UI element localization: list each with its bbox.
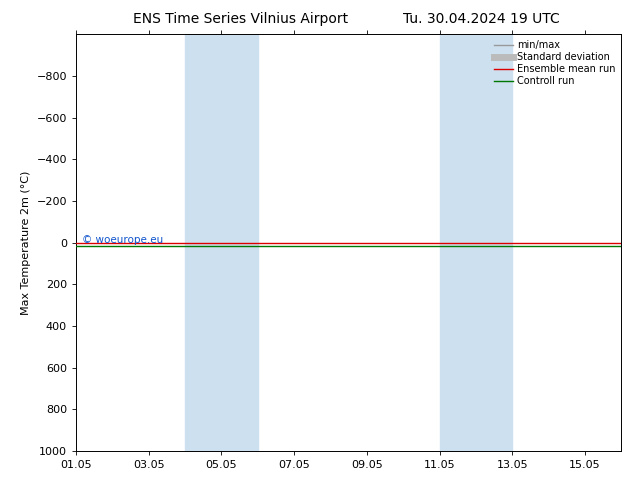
Text: ENS Time Series Vilnius Airport: ENS Time Series Vilnius Airport <box>133 12 349 26</box>
Y-axis label: Max Temperature 2m (°C): Max Temperature 2m (°C) <box>21 171 31 315</box>
Text: © woeurope.eu: © woeurope.eu <box>82 236 163 245</box>
Legend: min/max, Standard deviation, Ensemble mean run, Controll run: min/max, Standard deviation, Ensemble me… <box>489 36 619 90</box>
Bar <box>185 34 258 451</box>
Text: Tu. 30.04.2024 19 UTC: Tu. 30.04.2024 19 UTC <box>403 12 560 26</box>
Bar <box>439 34 512 451</box>
